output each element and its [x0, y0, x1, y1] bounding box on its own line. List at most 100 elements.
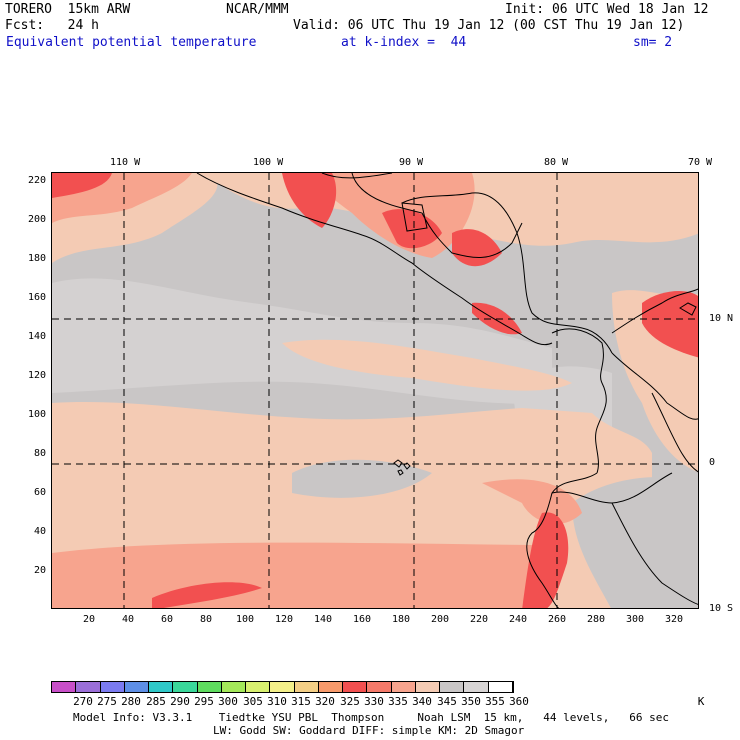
- ecuador-peru-border: [551, 472, 698, 605]
- colorbar-swatch: [440, 682, 465, 692]
- lon-label: 70 W: [688, 157, 713, 168]
- x-tick-label: 40: [121, 614, 135, 625]
- y-tick-label: 40: [33, 526, 46, 537]
- colorbar-swatch: [100, 682, 125, 692]
- lat-lon-grid: [52, 173, 698, 608]
- map-field-svg: [52, 173, 698, 608]
- colorbar-swatch: [197, 682, 222, 692]
- yucatan-outline: [401, 202, 428, 232]
- gray-patch: [572, 477, 698, 608]
- lon-label: 90 W: [399, 157, 424, 168]
- colorbar-label: 300: [218, 695, 238, 708]
- colorbar-label: 310: [267, 695, 287, 708]
- x-tick-label: 100: [235, 614, 255, 625]
- south-america-coast: [526, 472, 598, 608]
- x-tick-label: 260: [547, 614, 567, 625]
- colorbar-swatch: [391, 682, 416, 692]
- colorbar-label: 285: [146, 695, 166, 708]
- organization-label: NCAR/MMM: [226, 2, 289, 17]
- mexico-coast: [196, 173, 553, 346]
- red-area: [152, 582, 262, 608]
- caribbean-island: [679, 302, 697, 316]
- y-tick-label: 100: [27, 409, 46, 420]
- colorbar-swatch: [367, 682, 392, 692]
- colorbar-swatch: [294, 682, 319, 692]
- lat-label: 10 N: [709, 313, 734, 324]
- x-tick-label: 140: [313, 614, 333, 625]
- x-tick-label: 280: [586, 614, 606, 625]
- gray-patch: [292, 459, 432, 498]
- x-tick-label: 160: [352, 614, 372, 625]
- colorbar-swatch: [270, 682, 295, 692]
- colorbar-label: 290: [170, 695, 190, 708]
- colorbar-label: 350: [461, 695, 481, 708]
- colorbar-swatch: [173, 682, 198, 692]
- colorbar-label: 330: [364, 695, 384, 708]
- colorbar-label: 325: [340, 695, 360, 708]
- coastlines: [196, 173, 698, 608]
- model-info-line2: LW: Godd SW: Goddard DIFF: simple KM: 2D…: [213, 724, 525, 737]
- colorbar-label: 335: [388, 695, 408, 708]
- x-tick-label: 320: [664, 614, 684, 625]
- colorbar-swatch: [343, 682, 368, 692]
- lon-label: 80 W: [544, 157, 569, 168]
- smoothing-label: sm= 2: [633, 35, 673, 50]
- x-tick-label: 60: [160, 614, 174, 625]
- colorbar-unit: K: [697, 695, 705, 708]
- colorbar-swatch: [221, 682, 246, 692]
- colorbar-label: 360: [509, 695, 529, 708]
- red-area: [282, 173, 337, 228]
- colorbar-swatch: [488, 682, 513, 692]
- lat-label: 0: [709, 457, 716, 468]
- colombia-venezuela-border: [611, 288, 698, 420]
- colorbar-swatch: [246, 682, 271, 692]
- caribbean-coast: [321, 173, 613, 354]
- colorbar-label: 275: [97, 695, 117, 708]
- level-label: at k-index = 44: [341, 35, 467, 50]
- red-area: [452, 229, 502, 267]
- red-area: [52, 173, 112, 198]
- y-tick-label: 160: [27, 292, 46, 303]
- peach-band: [282, 339, 572, 391]
- model-info-line1: Model Info: V3.3.1 Tiedtke YSU PBL Thomp…: [73, 711, 670, 724]
- colorbar-swatch: [149, 682, 174, 692]
- y-tick-label: 20: [33, 565, 46, 576]
- central-america-border: [351, 173, 523, 258]
- colorbar-label: 315: [291, 695, 311, 708]
- colorbar-swatch: [76, 682, 101, 692]
- field-name: Equivalent potential temperature: [6, 35, 257, 50]
- colorbar-swatch: [464, 682, 489, 692]
- colorbar-label: 280: [121, 695, 141, 708]
- colorbar-label: 340: [412, 695, 432, 708]
- x-tick-label: 120: [274, 614, 294, 625]
- x-tick-label: 200: [430, 614, 450, 625]
- lat-label: 10 S: [709, 603, 734, 614]
- red-area: [382, 209, 442, 249]
- colorbar-label: 305: [243, 695, 263, 708]
- init-time: Init: 06 UTC Wed 18 Jan 12: [505, 2, 709, 17]
- colorbar: [51, 681, 514, 693]
- y-tick-label: 140: [27, 331, 46, 342]
- x-tick-label: 220: [469, 614, 489, 625]
- red-area: [642, 291, 698, 358]
- colorbar-swatch: [124, 682, 149, 692]
- y-tick-label: 220: [27, 175, 46, 186]
- x-tick-label: 180: [391, 614, 411, 625]
- colorbar-swatch: [415, 682, 440, 692]
- y-tick-label: 180: [27, 253, 46, 264]
- forecast-hour: Fcst: 24 h: [5, 18, 99, 33]
- y-tick-label: 80: [33, 448, 46, 459]
- y-tick-label: 120: [27, 370, 46, 381]
- x-tick-label: 20: [82, 614, 96, 625]
- colorbar-label: 345: [437, 695, 457, 708]
- theta-e-map: [51, 172, 699, 609]
- x-tick-label: 240: [508, 614, 528, 625]
- colorbar-label: 320: [315, 695, 335, 708]
- colorbar-swatch: [318, 682, 343, 692]
- colorbar-label: 295: [194, 695, 214, 708]
- colorbar-swatch: [52, 682, 77, 692]
- galapagos-islands: [393, 459, 411, 476]
- valid-time: Valid: 06 UTC Thu 19 Jan 12 (00 CST Thu …: [293, 18, 685, 33]
- panama-colombia-coast: [551, 328, 607, 474]
- y-tick-label: 60: [33, 487, 46, 498]
